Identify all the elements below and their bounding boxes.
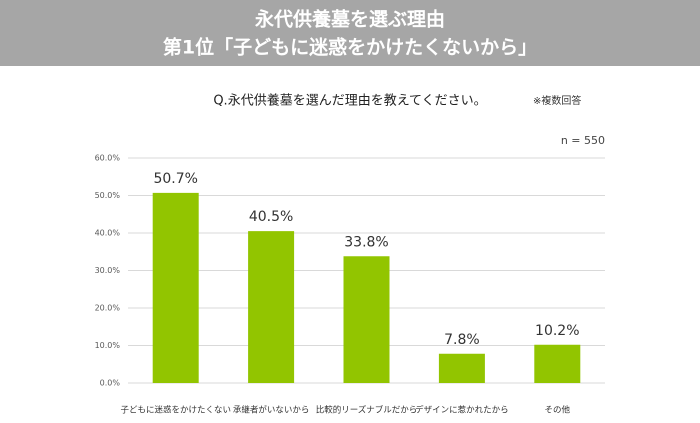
y-tick-label: 10.0% — [95, 341, 121, 350]
sample-size: n = 550 — [561, 134, 605, 147]
y-tick-label: 20.0% — [95, 304, 121, 313]
value-label: 40.5% — [249, 209, 293, 225]
y-tick-label: 40.0% — [95, 229, 121, 238]
y-tick-label: 0.0% — [100, 379, 121, 388]
header-banner — [0, 0, 700, 66]
bar — [152, 192, 199, 383]
x-tick-label: 承継者がいないから — [233, 405, 310, 416]
bar — [438, 353, 485, 383]
y-tick-label: 50.0% — [95, 191, 121, 200]
bar — [248, 231, 295, 383]
bar — [534, 344, 581, 383]
bar — [343, 256, 390, 383]
value-label: 33.8% — [344, 234, 388, 250]
x-tick-label: その他 — [545, 405, 571, 416]
value-label: 10.2% — [535, 323, 579, 339]
x-tick-label: 子どもに迷惑をかけたくない — [120, 405, 231, 416]
y-tick-label: 60.0% — [95, 154, 121, 163]
x-tick-label: 比較的リーズナブルだから — [316, 405, 418, 416]
x-tick-label: デザインに惹かれたから — [415, 405, 509, 416]
value-label: 50.7% — [153, 171, 197, 187]
chart-title: 永代供養墓を選ぶ理由 — [254, 8, 445, 31]
chart-title: 第1位「子どもに迷惑をかけたくないから」 — [163, 36, 537, 59]
note: ※複数回答 — [533, 94, 581, 107]
value-label: 7.8% — [444, 332, 480, 348]
chart-subtitle: Q.永代供養墓を選んだ理由を教えてください。 — [213, 93, 486, 109]
y-tick-label: 30.0% — [95, 266, 121, 275]
